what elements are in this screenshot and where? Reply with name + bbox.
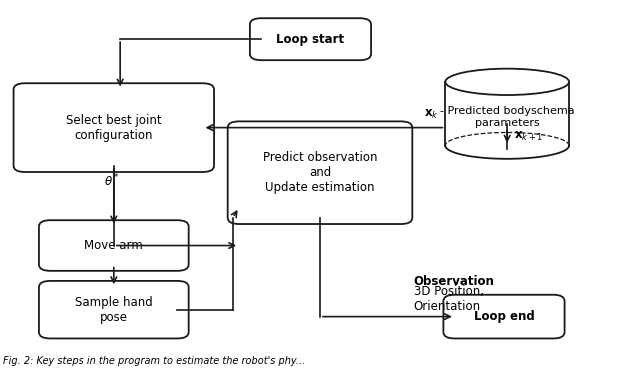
FancyBboxPatch shape xyxy=(250,18,371,60)
Text: Predict observation
and
Update estimation: Predict observation and Update estimatio… xyxy=(263,151,377,194)
FancyBboxPatch shape xyxy=(228,121,412,224)
Text: - Predicted bodyschema
parameters: - Predicted bodyschema parameters xyxy=(440,106,575,128)
Ellipse shape xyxy=(445,69,569,95)
Text: $\theta^*$: $\theta^*$ xyxy=(104,173,120,189)
FancyBboxPatch shape xyxy=(444,295,564,339)
FancyBboxPatch shape xyxy=(39,220,189,271)
Text: Move arm: Move arm xyxy=(84,239,143,252)
Text: Sample hand
pose: Sample hand pose xyxy=(75,296,153,324)
Text: Observation: Observation xyxy=(413,275,495,289)
Text: Select best joint
configuration: Select best joint configuration xyxy=(66,114,162,142)
Text: Loop end: Loop end xyxy=(474,310,534,323)
FancyBboxPatch shape xyxy=(13,83,214,172)
Polygon shape xyxy=(445,82,569,146)
Ellipse shape xyxy=(445,132,569,159)
Text: $\mathbf{x}_{k+1}$: $\mathbf{x}_{k+1}$ xyxy=(513,130,543,143)
Text: Fig. 2: Key steps in the program to estimate the robot's phy...: Fig. 2: Key steps in the program to esti… xyxy=(3,357,305,367)
Text: $\mathbf{x}_k$: $\mathbf{x}_k$ xyxy=(424,107,439,121)
Text: Loop start: Loop start xyxy=(276,33,344,46)
FancyBboxPatch shape xyxy=(39,281,189,339)
Text: 3D Position,
Orientation: 3D Position, Orientation xyxy=(413,285,484,313)
